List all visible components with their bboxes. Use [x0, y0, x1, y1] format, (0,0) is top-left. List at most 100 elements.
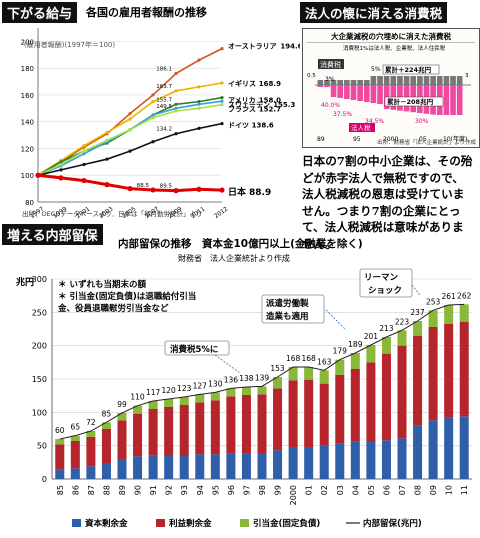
reserve-total-label: 261	[442, 292, 457, 301]
reserve-callout-arrow-lehman	[411, 284, 421, 296]
wage-point	[174, 106, 178, 110]
reserve-bar-segment	[179, 397, 189, 405]
reserve-bar-segment	[179, 405, 189, 455]
wage-point	[197, 85, 201, 89]
reserve-tag: 増える内部留保	[2, 224, 103, 245]
reserve-xtick-label: 94	[196, 485, 205, 495]
reserve-bar-segment	[117, 413, 127, 421]
wage-end-value: 88.9	[249, 188, 271, 198]
tax-bar-shohizei	[443, 76, 450, 85]
reserve-bar-segment	[179, 455, 189, 479]
wage-point	[59, 162, 63, 167]
tax-bar-shohizei	[317, 80, 324, 85]
wage-point	[197, 58, 201, 62]
reserve-bar-segment	[241, 395, 251, 454]
wage-point	[173, 188, 179, 194]
reserve-ytick-label: 300	[32, 275, 47, 284]
reserve-note: ＊ いずれも当期末の額	[58, 279, 146, 290]
tax-bar-shohizei	[410, 76, 417, 85]
wage-title: 各国の雇用者報酬の推移	[86, 6, 207, 19]
tax-box-title: 大企業減税の穴埋めに消えた消費税	[307, 31, 475, 43]
tax-pct-3: 34.5%	[365, 118, 384, 125]
tax-figure: 大企業減税の穴埋めに消えた消費税 消費税1%は法人税、企業税、法人住民税 消費税…	[302, 28, 480, 148]
reserve-total-label: 130	[208, 379, 223, 388]
tax-label-box-hojin	[349, 123, 375, 132]
reserve-xtick-label: 99	[274, 485, 283, 495]
reserve-xtick-label: 09	[429, 485, 438, 495]
reserve-callout-box-tax	[164, 340, 230, 356]
reserve-bar-segment	[366, 345, 376, 363]
reserve-total-label: 179	[333, 347, 348, 356]
tax-label-box-shohizei	[318, 59, 344, 69]
reserve-bar-segment	[195, 402, 205, 455]
reserve-bar-segment	[273, 388, 283, 451]
tax-label-hojin: 法人税	[351, 123, 371, 132]
reserve-callout-tax: 消費税5%に	[170, 344, 218, 355]
tax-year-2000: 2000	[383, 136, 398, 143]
reserve-bar-segment	[459, 304, 469, 322]
reserve-xtick-label: 06	[382, 485, 391, 495]
reserve-bar-segment	[55, 469, 65, 479]
reserve-ytick-label: 0	[42, 475, 47, 484]
reserve-bar-segment	[397, 438, 407, 479]
wage-series-name: オーストラリア	[228, 43, 277, 51]
wage-end-value: 152.7	[259, 106, 281, 114]
reserve-bar-segment	[164, 399, 174, 407]
tax-bar-shohizei	[383, 76, 390, 85]
wage-point	[104, 182, 110, 188]
wage-point	[219, 187, 225, 193]
wage-tag: 下がる給与	[2, 2, 78, 23]
reserve-bar-segment	[381, 337, 391, 354]
wage-point	[128, 112, 132, 116]
wage-point	[150, 187, 156, 193]
reserve-note: ＊ 引当金(固定負債)は退職給付引当	[58, 291, 196, 302]
reserve-xtick-label: 85	[56, 485, 65, 495]
wage-point	[105, 138, 109, 143]
wage-source: 出所：OECDデータベースより．日本は「毎月勤労統計」より	[22, 210, 203, 218]
wage-end-value: 138.6	[252, 122, 274, 130]
reserve-bar-segment	[366, 441, 376, 479]
reserve-bar-segment	[101, 422, 111, 429]
wage-point	[220, 103, 224, 107]
reserve-chart: 兆円05010015020025030060856586728785889989…	[16, 268, 472, 529]
reserve-xtick-label: 91	[149, 485, 158, 495]
reserve-bar-segment	[164, 455, 174, 479]
reserve-bar-segment	[381, 353, 391, 441]
reserve-xtick-label: 87	[87, 485, 96, 495]
wage-point	[220, 99, 224, 103]
reserve-xtick-label: 92	[165, 485, 174, 495]
reserve-total-label: 139	[255, 373, 270, 382]
reserve-callout-lehman-1: リーマン	[364, 273, 399, 283]
tax-bar-shohizei	[397, 76, 403, 85]
tax-year-89: 89	[317, 136, 325, 143]
reserve-xtick-label: 07	[398, 485, 407, 495]
reserve-total-label: 127	[193, 381, 208, 390]
reserve-bar-segment	[210, 392, 220, 401]
reserve-bar-segment	[459, 416, 469, 479]
reserve-total-label: 123	[177, 384, 192, 393]
tax-bar-hojin	[377, 85, 383, 104]
tax-bar-shohizei	[423, 76, 430, 85]
wage-subtitle: (雇用者報酬)(1997年＝100)	[24, 41, 116, 49]
reserve-xtick-label: 11	[460, 485, 469, 495]
reserve-title: 内部留保の推移 資本金10億円以上(金融業を除く)	[118, 238, 363, 250]
wage-ytick-label: 100	[21, 172, 34, 180]
reserve-legend-swatch	[240, 519, 249, 527]
wage-point	[151, 140, 155, 144]
reserve-note: 金、役員退職慰労引当金など	[57, 303, 169, 314]
tax-bar-hojin	[363, 85, 370, 102]
reserve-bar-segment	[428, 310, 438, 327]
tax-bar-hojin	[350, 85, 357, 100]
reserve-callout-haken-2: 造業も適用	[266, 311, 309, 322]
wage-point	[128, 128, 132, 132]
reserve-bar-segment	[195, 454, 205, 479]
reserve-bar-segment	[413, 321, 423, 336]
reserve-bar-segment	[133, 405, 143, 414]
reserve-bar-segment	[444, 417, 454, 479]
reserve-xtick-label: 04	[351, 485, 360, 495]
reserve-total-label: 65	[71, 423, 81, 432]
tax-bar-shohizei	[430, 76, 436, 85]
reserve-callout-arrow-haken	[325, 309, 347, 331]
reserve-xtick-label: 05	[367, 485, 376, 495]
reserve-bar-segment	[86, 437, 96, 467]
